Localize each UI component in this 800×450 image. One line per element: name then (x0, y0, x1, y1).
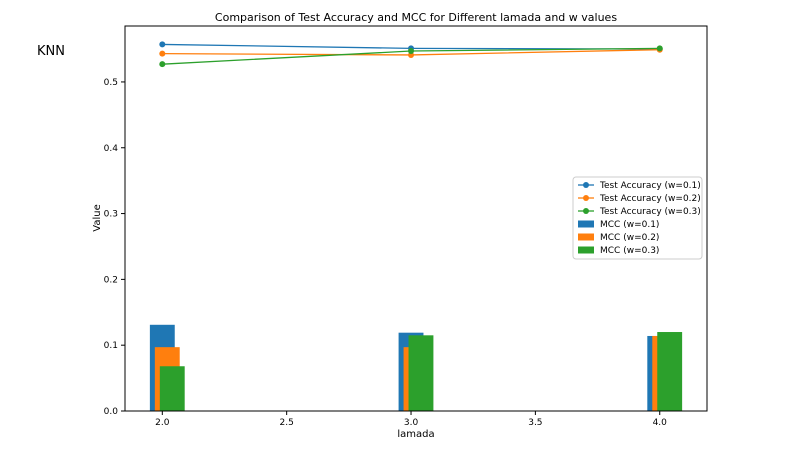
x-tick-label: 3.0 (404, 418, 419, 428)
legend-entry-label: MCC (w=0.2) (600, 233, 659, 243)
y-axis-ticks: 0.0 0.1 0.2 0.3 0.4 0.5 (104, 78, 125, 417)
mcc-bar-w3-1 (408, 335, 434, 411)
legend-box (572, 176, 703, 260)
mcc-bars (149, 324, 683, 411)
x-axis-label: lamada (397, 429, 434, 440)
accuracy-point-w3-1 (408, 48, 415, 55)
y-axis-label: Value (92, 204, 103, 231)
accuracy-point-w3-2 (656, 45, 663, 52)
y-tick-label: 0.3 (104, 210, 118, 220)
y-tick-label: 0.2 (104, 275, 118, 285)
x-tick-label: 4.0 (653, 418, 668, 428)
legend-marker-swatch (583, 182, 589, 188)
accuracy-point-w1-0 (159, 41, 166, 48)
accuracy-point-w2-0 (159, 50, 166, 57)
x-axis-ticks: 2.0 2.5 3.0 3.5 4.0 (155, 411, 667, 428)
legend-entry-label: MCC (w=0.3) (600, 246, 659, 256)
accuracy-point-w3-0 (159, 61, 166, 68)
accuracy-lines (159, 41, 663, 68)
legend-marker-swatch (583, 195, 589, 201)
y-tick-label: 0.5 (104, 78, 118, 88)
x-tick-label: 3.5 (528, 418, 542, 428)
legend-entry-label: Test Accuracy (w=0.1) (599, 181, 701, 191)
legend-bar-swatch (578, 246, 594, 254)
legend: Test Accuracy (w=0.1) Test Accuracy (w=0.… (572, 176, 703, 260)
y-tick-label: 0.4 (104, 144, 119, 154)
legend-marker-swatch (583, 208, 589, 214)
legend-bar-swatch (578, 220, 594, 228)
y-tick-label: 0.0 (104, 407, 119, 417)
chart-title: Comparison of Test Accuracy and MCC for … (215, 11, 617, 24)
model-label: KNN (37, 44, 65, 59)
legend-entry-label: Test Accuracy (w=0.3) (599, 207, 701, 217)
legend-entry-label: Test Accuracy (w=0.2) (599, 194, 701, 204)
legend-entry-label: MCC (w=0.1) (600, 220, 659, 230)
mcc-bar-w3-0 (159, 366, 185, 411)
legend-bar-swatch (578, 233, 594, 241)
plot-frame (124, 25, 708, 412)
mcc-bar-w3-2 (657, 332, 683, 411)
x-tick-label: 2.0 (155, 418, 170, 428)
x-tick-label: 2.5 (280, 418, 294, 428)
y-tick-label: 0.1 (104, 341, 118, 351)
